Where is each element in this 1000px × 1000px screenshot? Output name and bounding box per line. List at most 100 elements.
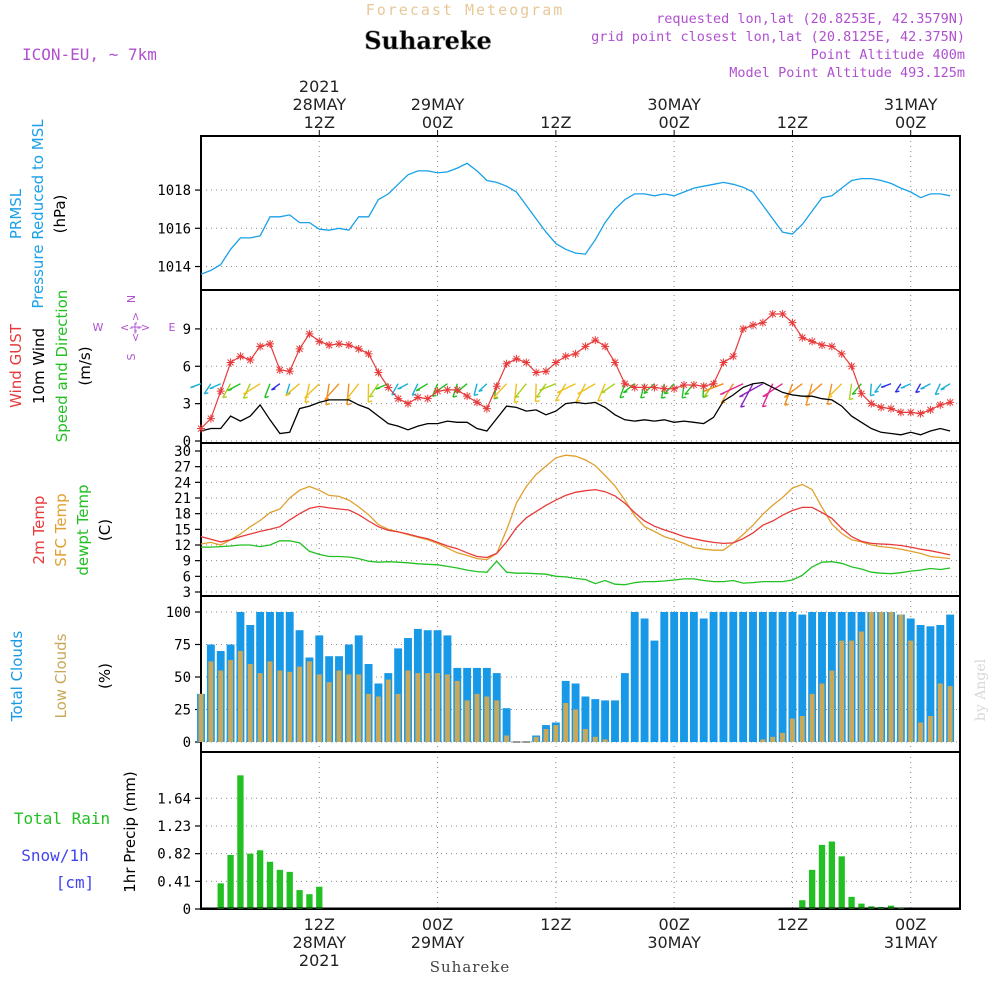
- wind-arrow: [848, 383, 853, 400]
- wind-arrow-head: [915, 390, 920, 394]
- y-tick-label: 100: [166, 605, 191, 621]
- low-cloud-bar: [228, 660, 234, 742]
- precip-legend: [cm]: [56, 873, 95, 892]
- wind-arrow: [783, 383, 803, 398]
- gust-marker: [887, 404, 895, 413]
- low-cloud-bar: [858, 631, 864, 742]
- wind-arrow-head: [805, 396, 810, 399]
- wind-arrow-head: [478, 389, 483, 393]
- total-cloud-bar: [620, 673, 629, 742]
- gust-marker: [463, 392, 472, 401]
- gust-marker: [581, 342, 590, 351]
- y-tick-label: 1018: [157, 183, 191, 199]
- wind-arrow-head: [368, 400, 373, 403]
- gust-marker: [670, 384, 679, 393]
- panel-ylabel: 2m Temp: [30, 496, 48, 565]
- footer-location: Suhareke: [430, 958, 511, 976]
- wind-arrow-head: [304, 400, 310, 404]
- low-cloud-bar: [573, 709, 579, 742]
- low-cloud-bar: [760, 739, 766, 742]
- wind-arrow-head: [452, 395, 458, 398]
- wind-arrow: [640, 383, 646, 399]
- rain-bar: [887, 905, 895, 909]
- time-label: 29MAY: [411, 95, 465, 114]
- wind-arrow-head: [346, 397, 351, 400]
- total-cloud-bar: [768, 612, 777, 742]
- low-cloud-bar: [918, 722, 924, 742]
- low-cloud-bar: [395, 693, 401, 742]
- gust-marker: [719, 358, 728, 367]
- panel-ylabel: 10m Wind: [30, 328, 48, 404]
- wind-arrow: [242, 383, 251, 399]
- gust-marker: [611, 358, 619, 367]
- low-cloud-bar: [927, 716, 933, 742]
- gust-marker: [689, 380, 698, 389]
- wind-arrow: [894, 383, 902, 393]
- low-cloud-bar: [257, 673, 263, 742]
- total-cloud-bar: [699, 618, 708, 742]
- total-cloud-bar: [660, 612, 669, 742]
- low-cloud-bar: [237, 651, 243, 742]
- total-cloud-bar: [709, 612, 718, 742]
- wind-arrow-head: [243, 392, 248, 395]
- panel-ylabel: (m/s): [76, 346, 94, 385]
- gust-marker: [571, 349, 580, 358]
- low-cloud-bar: [297, 666, 303, 742]
- total-cloud-bar: [926, 626, 935, 742]
- wind-arrow: [826, 383, 833, 405]
- total-cloud-bar: [739, 612, 748, 742]
- wind-arrow-head: [432, 394, 437, 397]
- gust-marker: [778, 309, 787, 318]
- y-tick-label: 1016: [157, 221, 191, 237]
- wind-arrow: [411, 383, 419, 396]
- location-title: Suhareke: [364, 26, 492, 55]
- wind-arrow-head: [640, 396, 645, 399]
- precip-panel: 0 0.41 0.82 1.23 1.64 Total Rain Snow/1h [cm] 1h…: [14, 751, 961, 918]
- total-cloud-bar: [601, 700, 610, 742]
- panel-ylabel: Low Clouds: [52, 633, 70, 718]
- gust-marker: [423, 394, 432, 403]
- low-cloud-bar: [849, 640, 855, 742]
- wind-arrow-head: [325, 402, 330, 406]
- y-tick-label: 3: [183, 397, 191, 413]
- gust-marker: [206, 414, 215, 423]
- panel-frame: [200, 751, 961, 910]
- wind-arrow: [492, 383, 508, 399]
- gust-marker: [404, 399, 412, 408]
- gust-marker: [591, 336, 600, 345]
- gust-marker: [650, 383, 659, 392]
- compass-e: E: [169, 321, 176, 334]
- wind-arrow-head: [682, 396, 687, 399]
- wind-arrow-head: [369, 395, 374, 398]
- time-label: 12Z: [304, 113, 335, 132]
- gust-marker: [857, 389, 866, 398]
- wind-arrow: [720, 383, 734, 404]
- low-cloud-bar: [247, 664, 253, 742]
- model-label: ICON-EU, ~ 7km: [22, 45, 157, 64]
- wind-arrow-head: [827, 402, 832, 406]
- wind-arrow-head: [920, 387, 925, 390]
- wind-arrow-head: [190, 385, 195, 389]
- low-cloud-bar: [346, 674, 352, 742]
- y-tick-label: 27: [174, 460, 191, 476]
- time-label: 2021: [299, 951, 340, 970]
- precip-legend: Total Rain: [14, 809, 110, 828]
- rain-bar: [247, 853, 254, 909]
- low-cloud-bar: [375, 696, 381, 742]
- wind-arrow-head: [703, 389, 709, 392]
- compass-w: W: [93, 321, 104, 334]
- low-cloud-bar: [277, 670, 283, 742]
- total-cloud-bar: [778, 612, 787, 742]
- wind-arrow-head: [762, 394, 767, 398]
- pressure-line: [200, 162, 951, 275]
- total-cloud-bar: [611, 700, 619, 742]
- total-cloud-bar: [680, 612, 688, 742]
- panel-ylabel: Total Clouds: [8, 631, 26, 723]
- gust-marker: [275, 366, 284, 375]
- low-cloud-bar: [415, 673, 421, 742]
- gust-marker: [709, 379, 718, 388]
- wind-arrow-head: [209, 386, 214, 390]
- gust-marker: [680, 380, 688, 389]
- wind-arrow-head: [739, 395, 744, 398]
- gust-marker: [847, 362, 856, 371]
